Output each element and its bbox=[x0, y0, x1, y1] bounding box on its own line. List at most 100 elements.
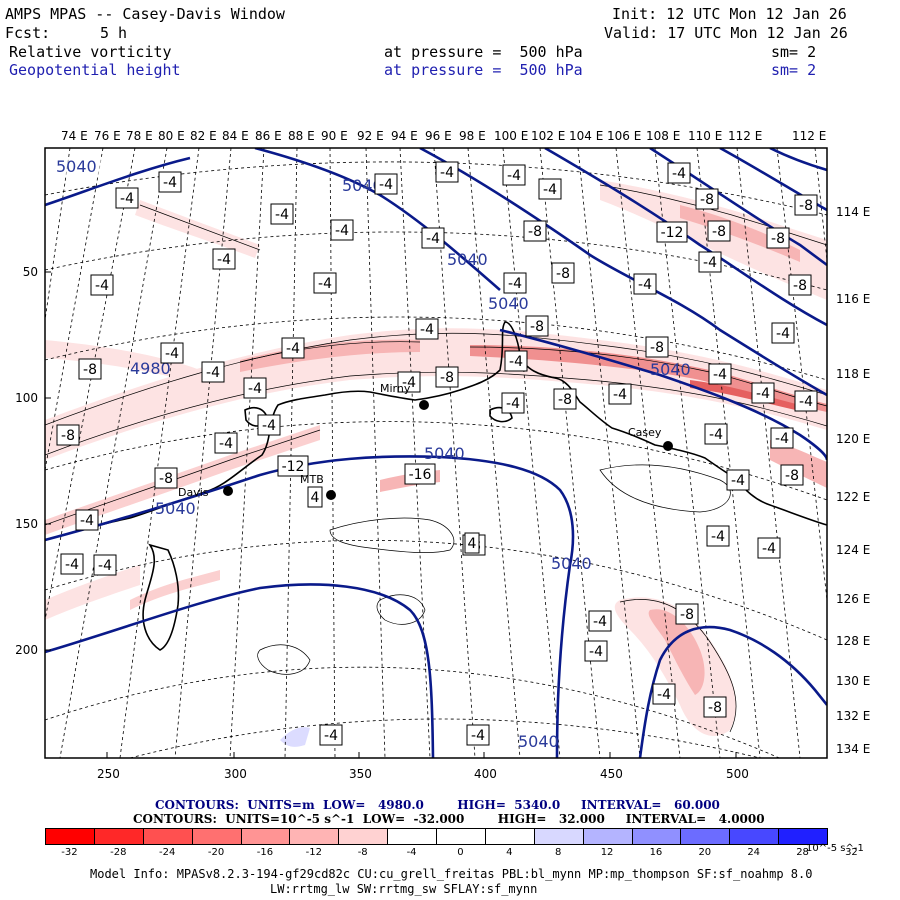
vorticity-label: -12 bbox=[661, 225, 684, 241]
top-longitude-label: 110 E bbox=[688, 129, 722, 143]
station-label-mtb: MTB bbox=[300, 473, 324, 486]
vorticity-label: 4 bbox=[468, 536, 477, 552]
vorticity-label: -8 bbox=[650, 340, 664, 356]
colorbar-segment bbox=[484, 828, 535, 845]
station-label-casey: Casey bbox=[628, 426, 662, 439]
right-longitude-label: 126 E bbox=[836, 592, 870, 606]
colorbar-segment bbox=[289, 828, 340, 845]
vorticity-label-box bbox=[503, 272, 527, 294]
right-longitude-label: 120 E bbox=[836, 432, 870, 446]
vorticity-label-box bbox=[93, 554, 117, 576]
bottom-axis-tick: 400 bbox=[474, 767, 497, 781]
height-label: 5040 bbox=[155, 499, 196, 518]
vorticity-label: -4 bbox=[799, 394, 813, 410]
station-label-davis: Davis bbox=[178, 486, 209, 499]
vorticity-label: -8 bbox=[61, 428, 75, 444]
colorbar-label: 32 bbox=[845, 847, 858, 858]
vorticity-label-box bbox=[404, 463, 436, 485]
vorticity-label-box bbox=[551, 262, 575, 284]
colorbar-label: 12 bbox=[600, 847, 614, 858]
vorticity-label-box bbox=[501, 392, 525, 414]
vorticity-label: -4 bbox=[324, 728, 338, 744]
colorbar-segment bbox=[533, 828, 584, 845]
vorticity-label: -4 bbox=[756, 386, 770, 402]
vorticity-label-box bbox=[780, 464, 804, 486]
vorticity-label-box bbox=[201, 361, 225, 383]
vorticity-label-box bbox=[160, 342, 184, 364]
height-label: 5040 bbox=[342, 176, 383, 195]
vorticity-label: -4 bbox=[163, 175, 177, 191]
vorticity-label-box bbox=[415, 318, 439, 340]
map-frame bbox=[44, 147, 828, 759]
init-time: Init: 12 UTC Mon 12 Jan 26 bbox=[612, 5, 847, 23]
valid-time: Valid: 17 UTC Mon 12 Jan 26 bbox=[604, 24, 848, 42]
vorticity-label-box bbox=[707, 220, 731, 242]
vorticity-label: -16 bbox=[409, 467, 432, 483]
height-label: 5040 bbox=[650, 360, 691, 379]
vorticity-label-box bbox=[794, 194, 818, 216]
field2-name: Geopotential height bbox=[9, 61, 181, 79]
field1-name: Relative vorticity bbox=[9, 43, 172, 61]
vorticity-label: -4 bbox=[509, 354, 523, 370]
right-longitude-label: 116 E bbox=[836, 292, 870, 306]
right-longitude-label: 130 E bbox=[836, 674, 870, 688]
top-longitude-label: 94 E bbox=[391, 129, 418, 143]
vorticity-label: -8 bbox=[712, 224, 726, 240]
right-longitude-label: 122 E bbox=[836, 490, 870, 504]
height-label: 4980 bbox=[130, 359, 171, 378]
vorticity-label: -4 bbox=[65, 557, 79, 573]
right-longitude-label: 134 E bbox=[836, 742, 870, 756]
vorticity-label: -4 bbox=[711, 529, 725, 545]
vorticity-label-box bbox=[656, 221, 688, 243]
vorticity-label-box bbox=[588, 610, 612, 632]
bottom-axis-tick: 500 bbox=[726, 767, 749, 781]
vorticity-label: -4 bbox=[731, 473, 745, 489]
top-longitude-label: 80 E bbox=[158, 129, 185, 143]
vorticity-label: -4 bbox=[589, 644, 603, 660]
vorticity-label: -4 bbox=[286, 341, 300, 357]
vorticity-label: -4 bbox=[120, 191, 134, 207]
colorbar-label: 16 bbox=[649, 847, 663, 858]
vorticity-label-box bbox=[553, 388, 577, 410]
meridian-lines bbox=[45, 148, 827, 758]
vorticity-contour-info: CONTOURS: UNITS=10^-5 s^-1 LOW= -32.000 … bbox=[133, 812, 765, 826]
colorbar-segment bbox=[142, 828, 193, 845]
vorticity-label: -8 bbox=[530, 319, 544, 335]
vorticity-label-box bbox=[214, 432, 238, 454]
vorticity-label: -4 bbox=[206, 365, 220, 381]
vorticity-label-box bbox=[56, 424, 80, 446]
height-contour-info: CONTOURS: UNITS=m LOW= 4980.0 HIGH= 5340… bbox=[155, 798, 720, 812]
height-labels: 5040 5040 5040 5040 4980 5040 5040 5040 … bbox=[55, 157, 691, 751]
vorticity-label-box bbox=[633, 273, 657, 295]
vorticity-label: -4 bbox=[426, 231, 440, 247]
vorticity-label: -4 bbox=[402, 375, 416, 391]
vorticity-label: -4 bbox=[638, 277, 652, 293]
colorbar-label: 8 bbox=[555, 847, 562, 858]
vorticity-label: -8 bbox=[558, 392, 572, 408]
vorticity-label: -8 bbox=[556, 266, 570, 282]
colorbar-unit: 10^-5 s^-1 bbox=[806, 843, 864, 854]
vorticity-label-box bbox=[766, 227, 790, 249]
colorbar-segment bbox=[93, 828, 144, 845]
vorticity-label: -4 bbox=[248, 381, 262, 397]
vorticity-label-box bbox=[788, 274, 812, 296]
vorticity-label-box bbox=[608, 383, 632, 405]
height-label: 5040 bbox=[56, 157, 97, 176]
colorbar-segment bbox=[191, 828, 242, 845]
height-label: 5040 bbox=[551, 554, 592, 573]
vorticity-label-box bbox=[652, 683, 676, 705]
left-axis-tick: 150 bbox=[15, 517, 38, 531]
colorbar-label: -28 bbox=[110, 847, 127, 858]
forecast-hours: 5 h bbox=[100, 24, 128, 42]
vorticity-label-box bbox=[698, 251, 722, 273]
field1-pressure: at pressure = 500 hPa bbox=[384, 43, 583, 61]
vorticity-label-box bbox=[751, 382, 775, 404]
vorticity-label: -4 bbox=[335, 223, 349, 239]
vorticity-label-box bbox=[313, 272, 337, 294]
colorbar-label: -20 bbox=[207, 847, 225, 858]
colorbar-segment bbox=[680, 828, 731, 845]
vorticity-label: -4 bbox=[776, 326, 790, 342]
vorticity-label-box bbox=[703, 696, 727, 718]
vorticity-label: -4 bbox=[613, 387, 627, 403]
vorticity-label: -4 bbox=[165, 346, 179, 362]
